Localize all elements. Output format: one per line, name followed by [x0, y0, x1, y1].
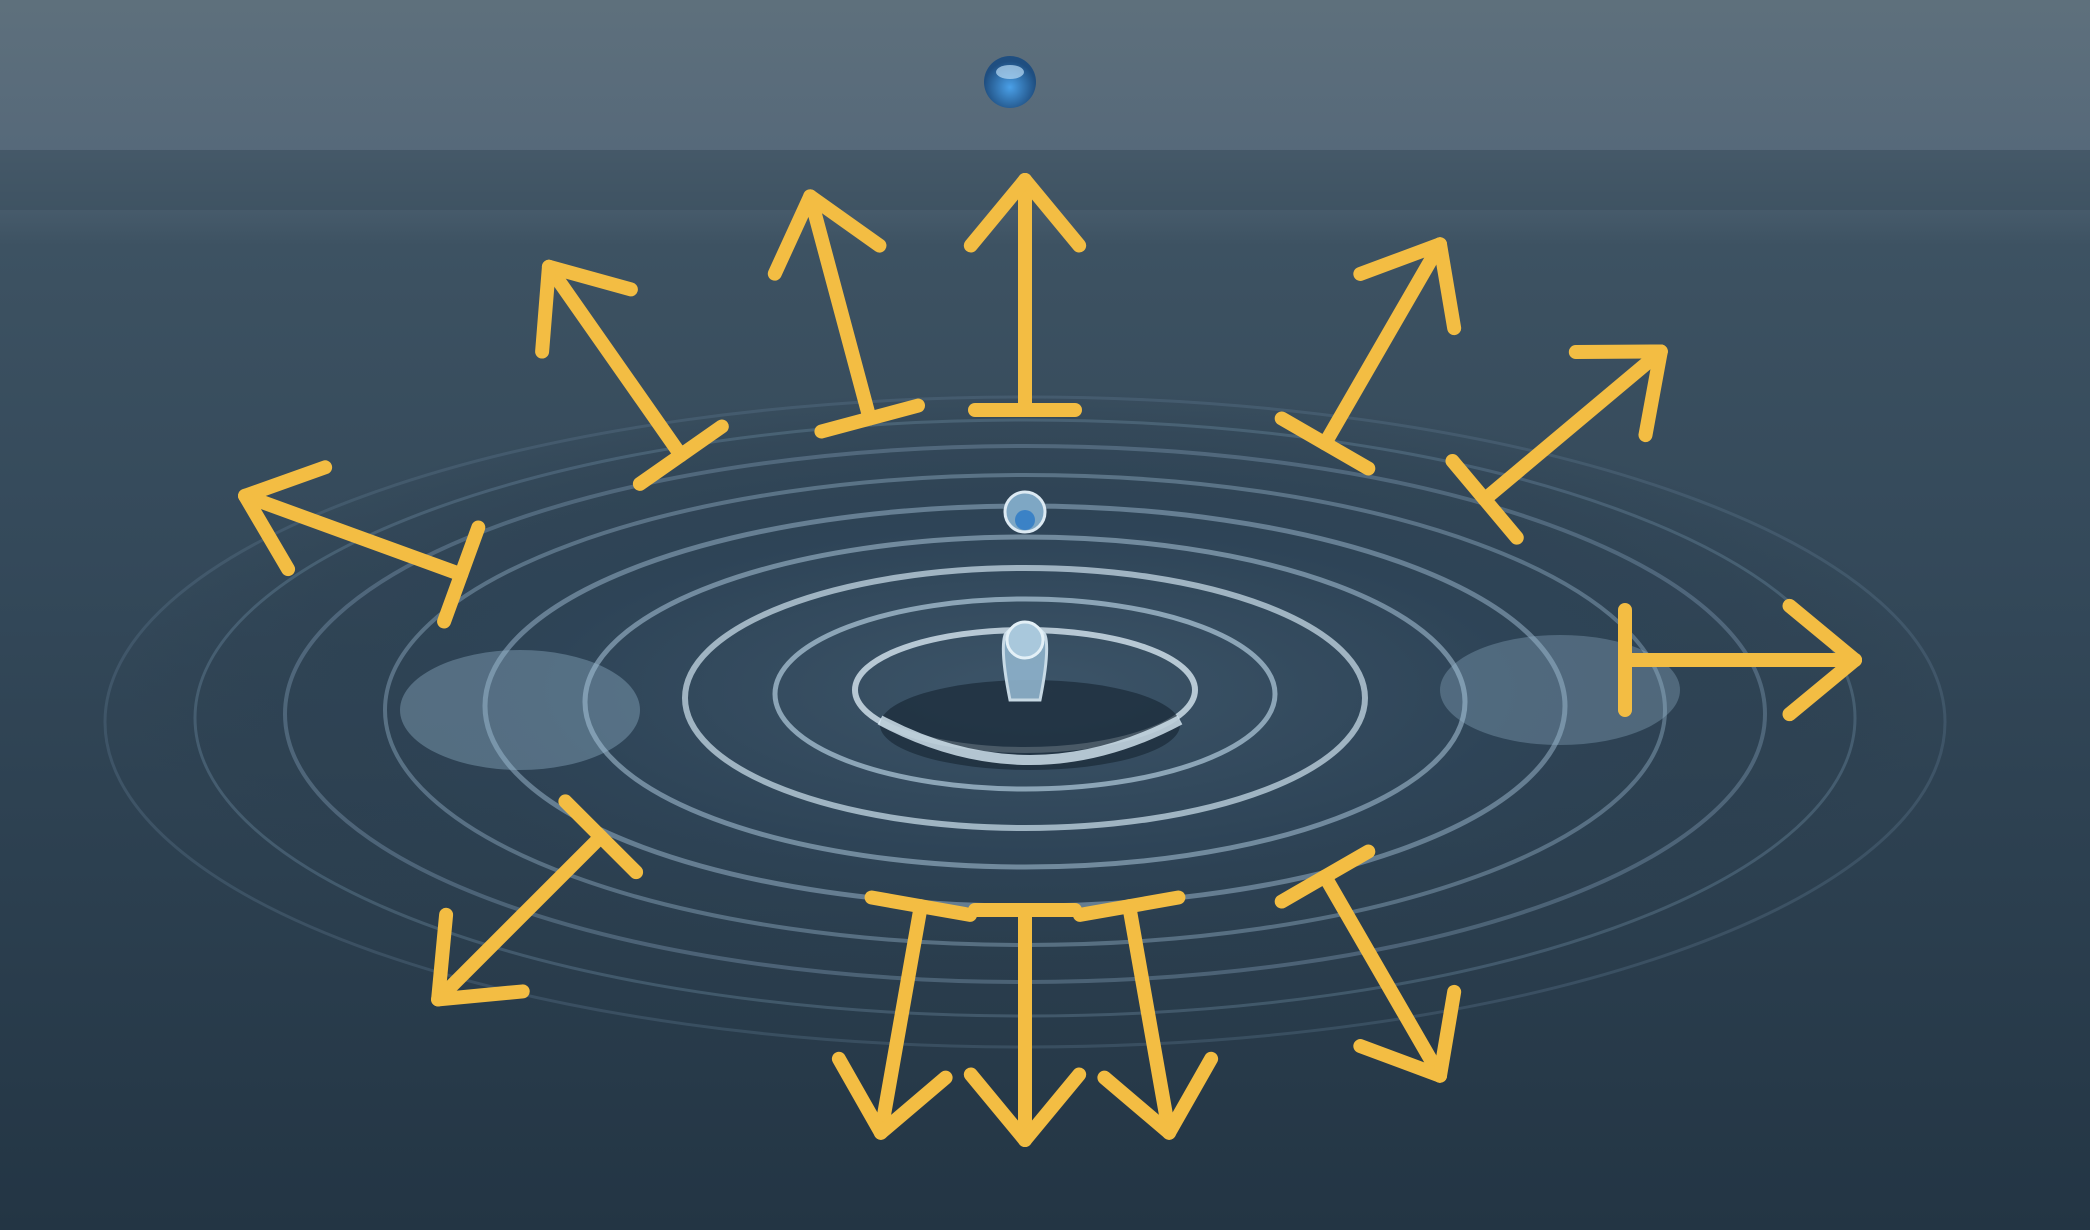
arrow-left [238, 460, 486, 629]
arrow-right-up [1445, 344, 1668, 545]
ripple-highlight-right [1440, 635, 1680, 745]
ripple-ring [772, 596, 1278, 792]
rebound-drop-core [1015, 510, 1035, 530]
arrow-left-up [535, 259, 729, 491]
arrow-up-right [1274, 237, 1462, 476]
arrow-left-down [431, 794, 644, 1007]
splash-crown [1005, 620, 1045, 660]
arrow-up [963, 173, 1087, 417]
arrow-down [963, 903, 1087, 1147]
falling-drop [984, 56, 1036, 108]
arrow-right [1618, 598, 1862, 722]
arrow-down-right [1072, 890, 1219, 1140]
ripple-ring [582, 534, 1468, 870]
ripple-highlight-left [400, 650, 640, 770]
arrow-right-down [1274, 844, 1462, 1083]
ripple-ring [682, 565, 1368, 831]
arrow-group [238, 173, 1862, 1147]
falling-drop-highlight [996, 65, 1024, 79]
arrow-down-left [831, 890, 978, 1140]
crater-rim [877, 715, 1183, 765]
arrow-up-left [767, 189, 926, 439]
